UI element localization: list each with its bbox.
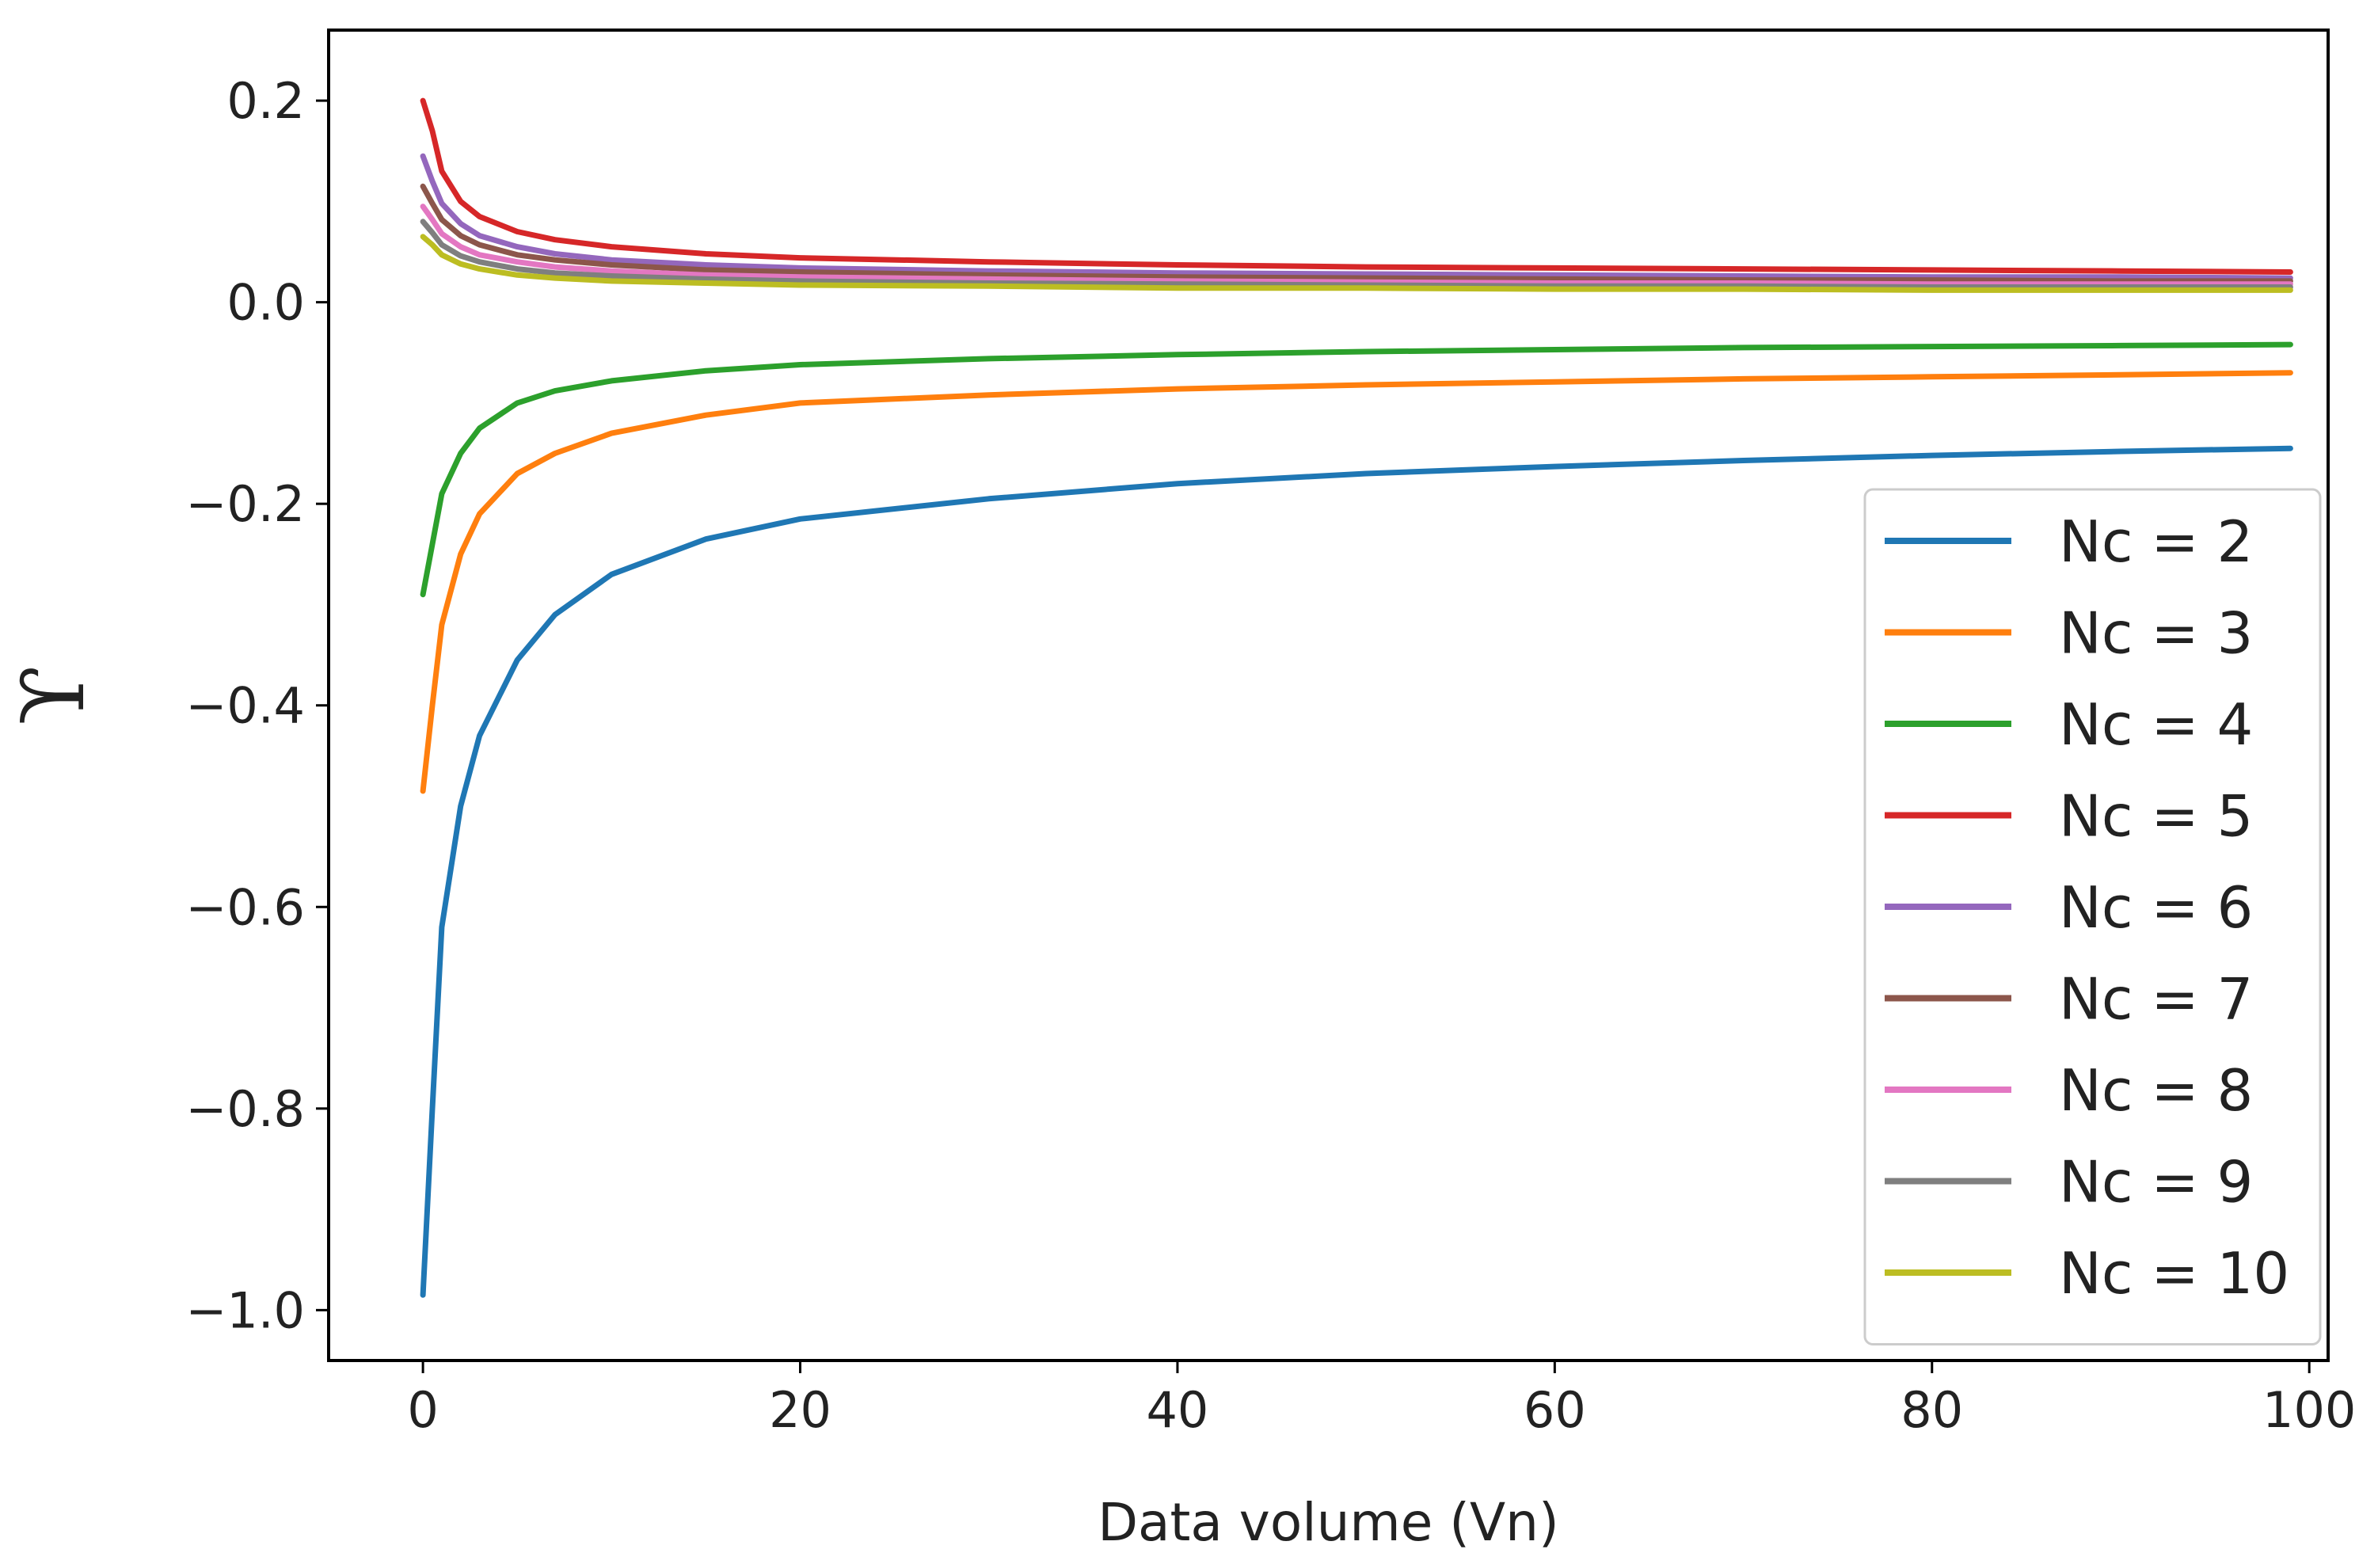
x-axis: 0 20 40 60 80 100 — [407, 1361, 2356, 1439]
series-layer — [420, 97, 2293, 1298]
legend-label: Nc = 2 — [2059, 508, 2253, 575]
x-axis-label: Data volume (Vn) — [1098, 1492, 1559, 1553]
x-tick-label: 20 — [769, 1381, 831, 1439]
y-tick-label: −0.6 — [185, 878, 305, 936]
legend-label: Nc = 8 — [2059, 1057, 2253, 1124]
series-line-2 — [420, 370, 2293, 794]
series-line-9 — [420, 234, 2293, 293]
legend-label: Nc = 3 — [2059, 600, 2253, 667]
x-tick-label: 60 — [1524, 1381, 1586, 1439]
y-tick-label: −0.4 — [185, 677, 305, 735]
y-tick-label: −1.0 — [185, 1281, 305, 1339]
y-tick-label: 0.2 — [226, 72, 305, 130]
legend-box — [1863, 488, 2322, 1345]
legend-label: Nc = 10 — [2059, 1240, 2289, 1307]
y-axis: 0.2 0.0 −0.2 −0.4 −0.6 −0.8 −1.0 — [185, 72, 329, 1339]
legend-label: Nc = 4 — [2059, 691, 2253, 758]
series-line-7 — [420, 204, 2293, 287]
legend-label: Nc = 9 — [2059, 1149, 2253, 1216]
y-tick-label: 0.0 — [226, 274, 305, 332]
y-tick-label: −0.2 — [185, 475, 305, 533]
series-line-4 — [420, 97, 2293, 275]
y-axis-label: ϒ — [2, 665, 104, 725]
series-line-1 — [420, 445, 2293, 1298]
y-tick-label: −0.8 — [185, 1080, 305, 1138]
x-tick-label: 80 — [1900, 1381, 1963, 1439]
legend-label: Nc = 6 — [2059, 874, 2253, 941]
series-line-6 — [420, 183, 2293, 284]
x-tick-label: 0 — [407, 1381, 438, 1439]
legend-label: Nc = 5 — [2059, 783, 2253, 850]
plot-frame — [327, 29, 2330, 1362]
series-line-3 — [420, 341, 2293, 598]
legend-label: Nc = 7 — [2059, 966, 2253, 1033]
legend: Nc = 2 Nc = 3 Nc = 4 Nc = 5 Nc = 6 Nc = 7 Nc =… — [1863, 488, 2322, 1345]
x-tick-label: 40 — [1146, 1381, 1208, 1439]
x-tick-label: 100 — [2262, 1381, 2356, 1439]
series-line-5 — [420, 153, 2293, 281]
series-line-8 — [420, 219, 2293, 290]
